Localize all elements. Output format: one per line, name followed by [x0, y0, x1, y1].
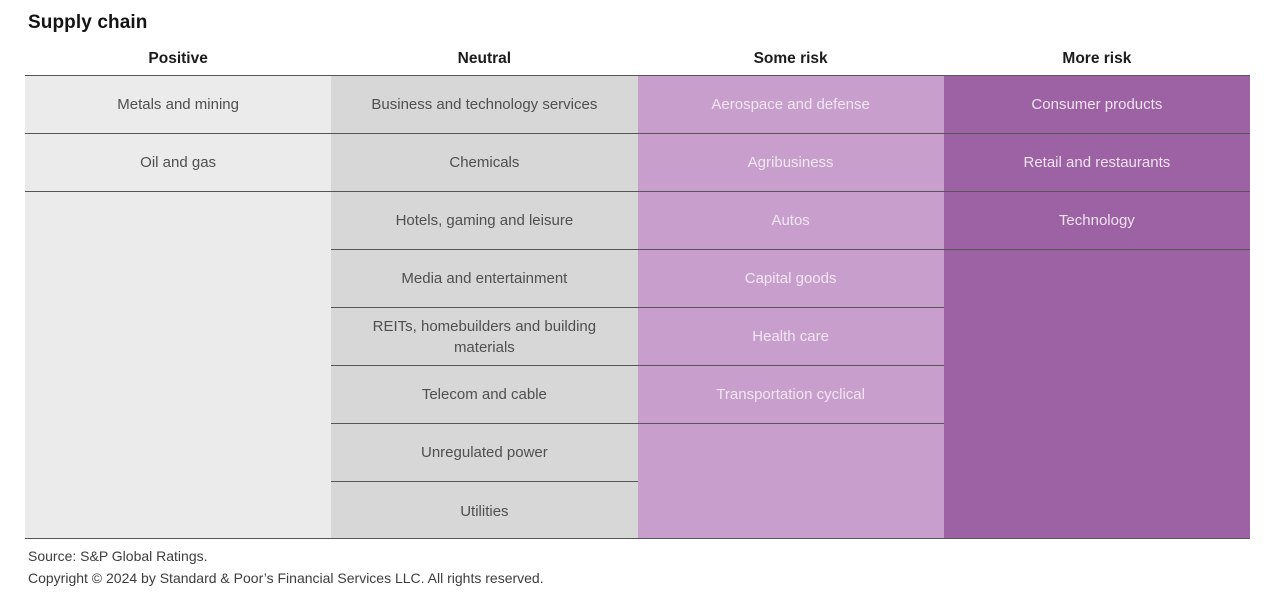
column-header-neutral: Neutral [457, 50, 512, 67]
column-filler [25, 192, 331, 538]
table-cell: Aerospace and defense [637, 76, 944, 134]
table-cell: Chemicals [331, 134, 638, 192]
column-filler [944, 250, 1250, 538]
table-cell: Autos [637, 192, 944, 250]
column-neutral: Business and technology services Chemica… [331, 76, 638, 538]
table-cell: Media and entertainment [331, 250, 638, 308]
column-positive: Metals and mining Oil and gas [25, 76, 332, 538]
table-cell: Transportation cyclical [637, 366, 944, 424]
copyright-note: Copyright © 2024 by Standard & Poor’s Fi… [28, 570, 544, 586]
table-cell: Business and technology services [331, 76, 638, 134]
table-cell: Technology [943, 192, 1250, 250]
table-cell: Telecom and cable [331, 366, 638, 424]
source-note: Source: S&P Global Ratings. [28, 548, 208, 564]
column-header-positive: Positive [148, 50, 208, 67]
table-cell: Retail and restaurants [943, 134, 1250, 192]
table-cell: REITs, homebuilders and building materia… [331, 308, 638, 366]
footer-notes: Source: S&P Global Ratings. Copyright © … [28, 545, 544, 589]
table-cell: Capital goods [637, 250, 944, 308]
column-more-risk: Consumer products Retail and restaurants… [943, 76, 1250, 538]
column-some-risk: Aerospace and defense Agribusiness Autos… [637, 76, 944, 538]
table-cell: Agribusiness [637, 134, 944, 192]
column-headers: Positive Neutral Some risk More risk [25, 50, 1250, 68]
column-header-more-risk: More risk [1062, 50, 1132, 67]
table-cell: Utilities [460, 502, 509, 520]
supply-chain-table: Metals and mining Oil and gas Business a… [25, 75, 1250, 539]
table-cell: Unregulated power [331, 424, 638, 482]
table-cell: Health care [637, 308, 944, 366]
page-title: Supply chain [28, 12, 148, 33]
table-cell: Consumer products [943, 76, 1250, 134]
table-cell: Oil and gas [25, 134, 332, 192]
column-filler [638, 424, 944, 538]
table-cell: Metals and mining [25, 76, 332, 134]
column-header-some-risk: Some risk [753, 50, 828, 67]
table-cell: Hotels, gaming and leisure [331, 192, 638, 250]
